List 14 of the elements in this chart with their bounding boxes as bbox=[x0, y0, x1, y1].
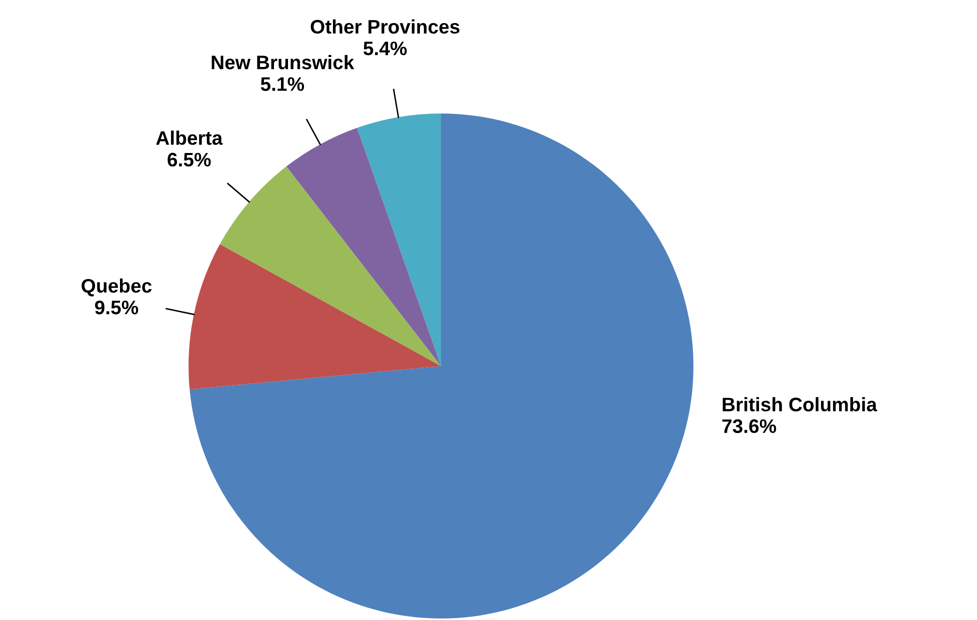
data-label: 5.1% bbox=[260, 77, 304, 91]
data-label: 5.4% bbox=[364, 42, 407, 56]
data-label: 9.5% bbox=[94, 300, 138, 314]
slice-label: Other Provinces bbox=[310, 19, 460, 34]
slice-label: New Brunswick bbox=[212, 55, 354, 70]
data-label: 6.5% bbox=[168, 152, 211, 167]
slice-label: Quebec bbox=[82, 278, 152, 296]
slice-label: British Columbia bbox=[722, 397, 878, 412]
pie-slice bbox=[188, 244, 441, 390]
pie-slice bbox=[220, 166, 441, 366]
pie-slice bbox=[357, 114, 441, 366]
slice-label: Alberta bbox=[156, 130, 223, 145]
pie-slice bbox=[286, 128, 441, 366]
data-label: 73.6% bbox=[722, 419, 776, 434]
